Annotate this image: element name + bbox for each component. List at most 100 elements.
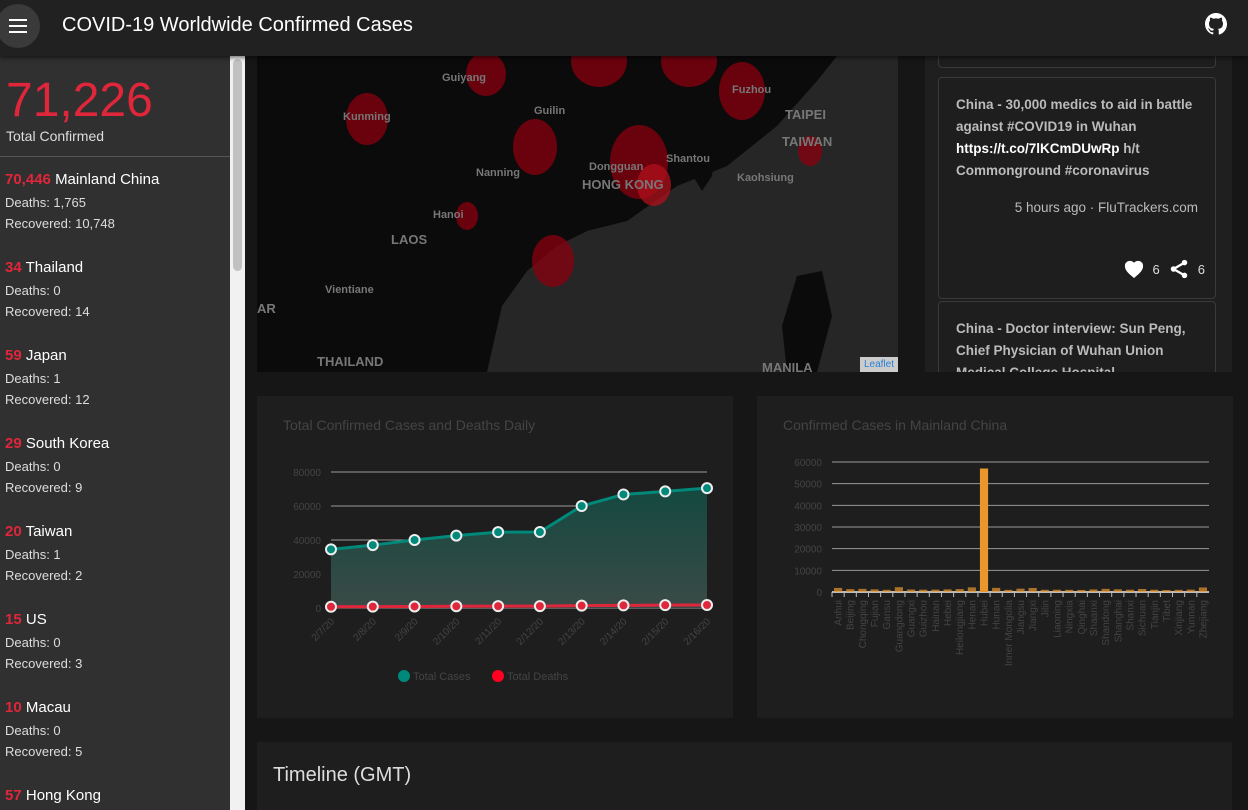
bar[interactable] <box>1101 588 1110 592</box>
news-card[interactable]: China - 30,000 medics to aid in battle a… <box>938 77 1216 299</box>
cases-point[interactable] <box>450 529 463 542</box>
legend-marker[interactable] <box>398 670 410 682</box>
bar[interactable] <box>931 589 940 592</box>
deaths-point[interactable] <box>325 600 337 613</box>
country-count: 10 <box>5 699 22 716</box>
menu-button[interactable] <box>0 4 40 48</box>
bar[interactable] <box>1077 589 1086 592</box>
map-label: AR <box>257 301 276 316</box>
bar[interactable] <box>834 587 843 592</box>
cases-point[interactable] <box>325 543 337 556</box>
cases-point[interactable] <box>408 534 421 546</box>
bar[interactable] <box>906 589 916 592</box>
bar[interactable] <box>943 589 952 592</box>
cases-point[interactable] <box>617 488 630 501</box>
x-tick-label: Shanxi <box>1125 600 1136 631</box>
bar[interactable] <box>979 468 989 593</box>
cases-point[interactable] <box>366 539 379 552</box>
sidebar-scrollbar[interactable] <box>230 56 245 810</box>
bar[interactable] <box>1162 589 1171 592</box>
cases-point[interactable] <box>701 482 713 495</box>
country-deaths: Deaths: 1 <box>5 547 61 562</box>
deaths-point[interactable] <box>492 600 505 613</box>
bar[interactable] <box>1040 589 1049 592</box>
country-item[interactable]: 59 Japan Deaths: 1 Recovered: 12 <box>0 333 230 421</box>
bar[interactable] <box>846 589 855 592</box>
case-circle <box>719 62 765 120</box>
x-tick-label: 2/8/20 <box>351 616 379 644</box>
bar[interactable] <box>1138 588 1147 592</box>
country-item[interactable]: 29 South Korea Deaths: 0 Recovered: 9 <box>0 421 230 509</box>
x-tick-label: 2/9/20 <box>393 616 421 644</box>
bar[interactable] <box>1150 589 1159 592</box>
cases-point[interactable] <box>575 500 588 512</box>
cases-map[interactable]: Guiyang Kunming Guilin Fuzhou TAIPEI TAIWAN Na… <box>257 56 898 372</box>
leaflet-attribution[interactable]: Leaflet <box>859 357 898 372</box>
country-item[interactable]: 15 US Deaths: 0 Recovered: 3 <box>0 597 230 685</box>
map-label: Fuzhou <box>732 84 771 96</box>
chart-title: Total Confirmed Cases and Deaths Daily <box>283 417 536 433</box>
country-item[interactable]: 10 Macau Deaths: 0 Recovered: 5 <box>0 685 230 773</box>
bar[interactable] <box>1174 589 1183 592</box>
share-icon[interactable] <box>1168 258 1190 280</box>
deaths-point[interactable] <box>408 600 421 613</box>
bar[interactable] <box>1004 589 1013 592</box>
bar[interactable] <box>1065 589 1074 592</box>
bar[interactable] <box>858 588 867 592</box>
bar[interactable] <box>1089 589 1098 592</box>
bar[interactable] <box>1052 589 1062 592</box>
deaths-point[interactable] <box>659 599 672 612</box>
bar[interactable] <box>1113 589 1122 592</box>
news-link[interactable]: https://t.co/7lKCmDUwRp <box>956 141 1120 156</box>
country-name: Macau <box>25 699 71 716</box>
deaths-point[interactable] <box>617 599 630 612</box>
heart-icon[interactable] <box>1123 259 1145 279</box>
timeline-title: Timeline (GMT) <box>273 764 412 786</box>
deaths-point[interactable] <box>533 600 546 613</box>
x-tick-label: Zhejiang <box>1198 600 1209 638</box>
deaths-point[interactable] <box>366 600 379 613</box>
news-text: China - Doctor interview: Sun Peng, Chie… <box>956 321 1186 372</box>
legend-label[interactable]: Total Deaths <box>507 671 569 683</box>
country-list-sidebar[interactable]: 71,226 Total Confirmed 70,446 Mainland C… <box>0 56 230 810</box>
bar[interactable] <box>1125 589 1135 592</box>
country-item[interactable]: 70,446 Mainland China Deaths: 1,765 Reco… <box>0 157 230 245</box>
bar[interactable] <box>1186 589 1195 592</box>
bar[interactable] <box>882 589 891 592</box>
scrollbar-thumb[interactable] <box>233 59 242 271</box>
map-canvas[interactable]: Guiyang Kunming Guilin Fuzhou TAIPEI TAIWAN Na… <box>257 56 898 372</box>
y-tick-label: 20000 <box>293 570 321 581</box>
app-header: COVID-19 Worldwide Confirmed Cases <box>0 0 1248 56</box>
x-tick-label: Henan <box>967 600 978 629</box>
github-icon[interactable] <box>1205 13 1227 35</box>
bar[interactable] <box>955 589 964 592</box>
philippines-land <box>782 271 832 372</box>
deaths-point[interactable] <box>450 600 463 613</box>
bar[interactable] <box>894 587 903 592</box>
country-count: 59 <box>5 347 22 364</box>
news-feed[interactable]: China - 30,000 medics to aid in battle a… <box>925 56 1232 372</box>
country-deaths: Deaths: 0 <box>5 459 61 474</box>
deaths-point[interactable] <box>575 599 588 612</box>
bar[interactable] <box>1198 587 1207 592</box>
bar[interactable] <box>967 587 976 592</box>
legend-label[interactable]: Total Cases <box>413 671 471 683</box>
y-tick-label: 0 <box>816 588 822 599</box>
country-item[interactable]: 20 Taiwan Deaths: 1 Recovered: 2 <box>0 509 230 597</box>
case-circle <box>532 235 574 287</box>
bar[interactable] <box>870 589 879 592</box>
country-item[interactable]: 34 Thailand Deaths: 0 Recovered: 14 <box>0 245 230 333</box>
bar[interactable] <box>919 589 928 592</box>
news-card[interactable] <box>938 56 1216 68</box>
news-card[interactable]: China - Doctor interview: Sun Peng, Chie… <box>938 301 1216 372</box>
y-tick-label: 50000 <box>794 480 822 491</box>
bar[interactable] <box>1016 588 1025 592</box>
bar[interactable] <box>992 587 1001 592</box>
country-item[interactable]: 57 Hong Kong <box>0 773 230 805</box>
legend-marker[interactable] <box>492 670 504 682</box>
cases-point[interactable] <box>659 485 672 498</box>
cases-point[interactable] <box>533 526 546 539</box>
cases-point[interactable] <box>492 526 505 539</box>
deaths-point[interactable] <box>701 598 713 611</box>
bar[interactable] <box>1028 587 1037 592</box>
